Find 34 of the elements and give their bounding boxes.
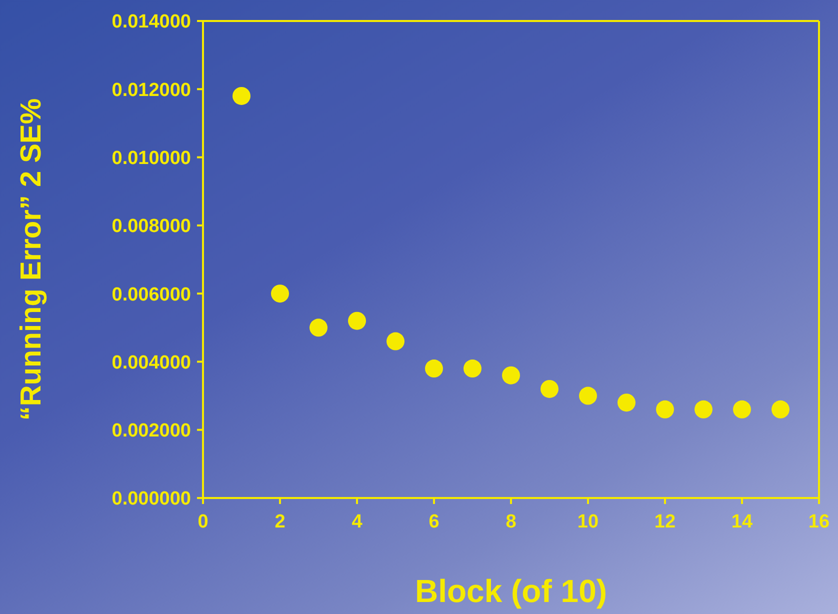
point (425, 360, 443, 378)
y-tick-label: 0.014000 (112, 12, 191, 33)
point (310, 318, 328, 337)
point (772, 400, 790, 418)
point (348, 312, 366, 330)
y-tick-label: 0.012000 (112, 80, 191, 101)
point (656, 400, 674, 418)
x-tick-label: 8 (506, 511, 516, 532)
point (540, 380, 558, 398)
point (579, 386, 597, 405)
point (386, 332, 404, 350)
point (733, 400, 751, 418)
x-tick-label: 2 (274, 511, 286, 532)
x-tick-label: 6 (428, 511, 440, 532)
point (618, 394, 636, 412)
x-tick-label: 0 (198, 511, 208, 532)
y-tick-label: 0.002000 (112, 420, 191, 442)
y-tick-label: 0.004000 (112, 352, 191, 374)
point (271, 284, 289, 303)
point (694, 400, 712, 418)
x-tick-label: 10 (577, 511, 599, 532)
x-tick-label: 12 (654, 511, 676, 532)
x-tick-label: 4 (352, 511, 363, 532)
x-tick-label: 16 (808, 511, 830, 532)
point (502, 366, 520, 384)
y-tick-label: 0.000000 (112, 488, 191, 510)
x-axis-title: Block (of 10) (414, 573, 608, 609)
y-tick-label: 0.010000 (112, 148, 191, 170)
point (232, 86, 250, 105)
x-tick-label: 14 (731, 511, 753, 532)
point (464, 360, 482, 378)
y-tick-label: 0.008000 (112, 216, 191, 238)
y-tick-label: 0.006000 (112, 284, 191, 306)
y-axis-title: “Running Error” 2 SE% (15, 98, 48, 421)
